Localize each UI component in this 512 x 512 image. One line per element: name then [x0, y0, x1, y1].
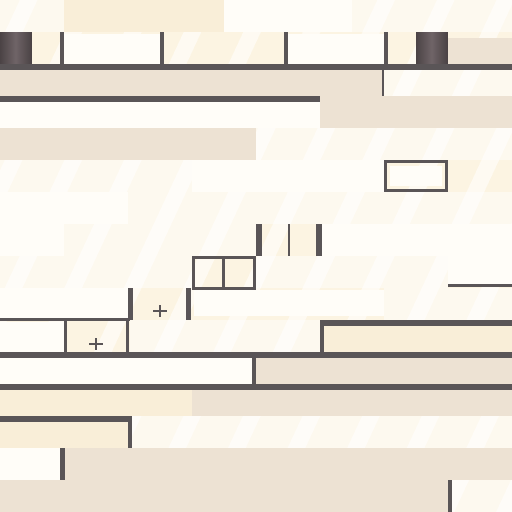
wall-segment — [0, 318, 130, 321]
floor-tile — [352, 0, 512, 32]
floor-tile — [256, 358, 512, 384]
cross-marker-icon — [152, 303, 168, 319]
floor-tile — [256, 128, 512, 160]
wall-post — [0, 32, 32, 64]
wall-segment — [320, 320, 512, 326]
double-door — [192, 256, 256, 290]
floor-tile — [128, 192, 512, 224]
floor-tile — [0, 128, 256, 160]
wall-post — [160, 32, 164, 66]
floor-tile — [0, 448, 60, 480]
wall-segment — [0, 352, 512, 358]
floor-tile — [64, 0, 224, 32]
floor-tile — [390, 166, 442, 186]
floor-tile — [64, 224, 256, 256]
floor-tile — [0, 480, 448, 512]
wall-post — [60, 32, 64, 66]
wall-post — [416, 32, 448, 64]
floor-tile — [0, 390, 192, 416]
wall-post — [252, 356, 256, 386]
floor-tile — [224, 0, 352, 32]
floor-tile — [0, 288, 128, 320]
wall-post — [128, 416, 132, 448]
wall-post — [384, 32, 388, 66]
floor-tile — [0, 102, 320, 128]
floor-tile — [65, 448, 512, 480]
floor-tile — [0, 358, 252, 384]
wall-post — [316, 224, 322, 256]
floor-tile — [132, 416, 512, 448]
floor-tile — [322, 224, 512, 256]
wall-post — [448, 480, 452, 512]
floor-tile — [256, 256, 448, 288]
floor-tile — [0, 422, 128, 448]
wall-post — [382, 70, 384, 96]
floor-tile — [384, 288, 512, 320]
floor-tile — [452, 480, 512, 512]
window-gate — [384, 160, 448, 192]
floor-tile — [0, 160, 192, 192]
floor-tile — [320, 96, 512, 128]
floor-tile — [0, 192, 128, 224]
floor-tile — [192, 390, 512, 416]
door-divider — [222, 258, 225, 288]
floor-tile — [288, 34, 384, 64]
floor-tile — [448, 256, 512, 284]
floor-tile — [130, 320, 320, 352]
wall-post — [284, 32, 288, 66]
floor-tile — [0, 322, 64, 352]
wall-post — [256, 224, 262, 256]
wall-segment — [0, 384, 512, 390]
floor-tile — [0, 256, 192, 288]
floor-tile — [0, 0, 64, 32]
floor-tile — [384, 70, 512, 96]
wall-post — [448, 284, 512, 287]
wall-post — [64, 320, 67, 354]
wall-post — [126, 320, 129, 354]
floor-tile — [64, 34, 160, 64]
wall-segment — [0, 416, 132, 422]
wall-post — [320, 320, 324, 354]
floor-tile — [194, 290, 384, 316]
cross-marker-icon — [88, 336, 104, 352]
floor-tile — [0, 224, 64, 256]
wall-post — [288, 224, 290, 256]
floor-tile — [324, 326, 512, 352]
wall-post — [128, 288, 133, 320]
wall-post — [186, 288, 191, 320]
wall-post — [60, 448, 65, 480]
floor-tile — [0, 70, 384, 96]
floor-tile — [448, 38, 512, 64]
floor-tile — [192, 160, 384, 192]
wall-segment — [0, 96, 320, 102]
wall-segment — [0, 64, 512, 70]
